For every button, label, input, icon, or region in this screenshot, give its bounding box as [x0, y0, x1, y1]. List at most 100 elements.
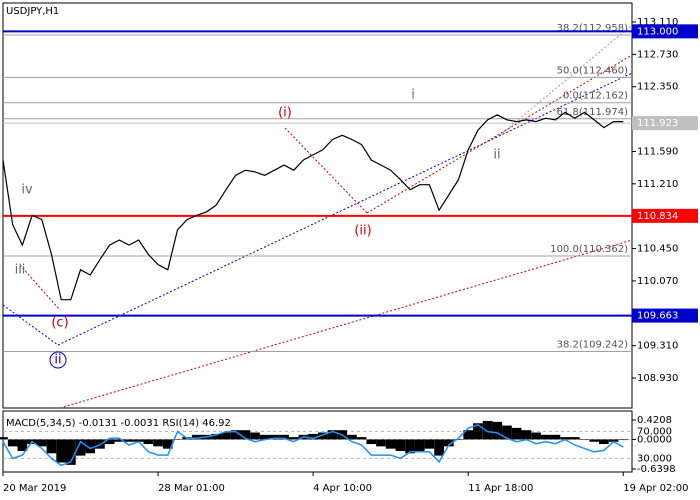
- level-label: 111.923: [637, 118, 678, 129]
- x-tick-label: 11 Apr 18:00: [468, 483, 533, 494]
- y-tick-label: 108.930: [637, 373, 678, 384]
- indicator-frame: [2, 410, 633, 473]
- y-tick-label: 112.730: [637, 49, 678, 60]
- y2-tick-label: 70.000: [637, 427, 672, 438]
- wave-label: ii: [493, 148, 500, 163]
- macd-bar: [492, 421, 503, 440]
- macd-bar: [395, 439, 406, 451]
- macd-bar: [569, 437, 580, 440]
- indicator-title: MACD(5,34,5) -0.0131 -0.0031 RSI(14) 46.…: [6, 418, 231, 429]
- macd-bar: [308, 433, 318, 440]
- macd-bar: [434, 439, 444, 456]
- macd-bar: [279, 434, 289, 440]
- y-tick-label: 110.450: [637, 244, 678, 255]
- macd-bar: [56, 439, 66, 463]
- macd-bar: [608, 439, 619, 442]
- fib-label: 38.2(109.242): [557, 339, 629, 350]
- macd-bar: [250, 432, 260, 440]
- fib-label: 0.0(112.162): [563, 91, 628, 102]
- macd-bar: [599, 439, 609, 445]
- macd-bar: [114, 439, 125, 442]
- price-line: [2, 111, 624, 301]
- macd-bar: [502, 425, 512, 440]
- wave-label: iv: [21, 183, 33, 198]
- level-tag: [632, 308, 698, 323]
- level-tag: [632, 116, 698, 131]
- macd-bar: [521, 430, 532, 440]
- trend-line: [499, 24, 633, 136]
- macd-bar: [230, 430, 241, 440]
- macd-bar: [531, 432, 541, 440]
- macd-bar: [46, 439, 57, 454]
- x-tick-label: 28 Mar 01:00: [158, 483, 225, 494]
- macd-bar: [482, 420, 493, 440]
- macd-bar: [17, 439, 28, 451]
- macd-bar: [366, 439, 377, 445]
- y-tick-label: 112.350: [637, 82, 678, 93]
- macd-bar: [356, 437, 367, 440]
- macd-bar: [317, 432, 328, 440]
- macd-bar: [240, 430, 251, 440]
- macd-bar: [453, 439, 464, 440]
- macd-bar: [618, 439, 629, 441]
- macd-bar: [560, 437, 570, 440]
- macd-bar: [424, 439, 435, 449]
- level-label: 113.000: [637, 26, 678, 37]
- y-tick-label: 109.310: [637, 341, 678, 352]
- wave-label: iii: [15, 263, 26, 278]
- trend-line: [2, 304, 59, 346]
- macd-bar: [511, 427, 522, 440]
- trend-line: [366, 54, 633, 214]
- level-label: 109.663: [637, 311, 678, 322]
- macd-bar: [65, 439, 76, 465]
- level-label: 110.834: [637, 211, 678, 222]
- macd-bar: [540, 434, 551, 440]
- macd-bar: [473, 423, 483, 440]
- macd-bar: [376, 439, 386, 447]
- wave-label: i: [411, 88, 415, 103]
- y-tick-label: 111.590: [637, 146, 678, 157]
- macd-bar: [443, 439, 454, 447]
- wave-label: (ii): [354, 224, 371, 239]
- level-tag: [632, 208, 698, 223]
- macd-bar: [259, 434, 270, 440]
- macd-bar: [211, 433, 222, 440]
- x-tick-label: 4 Apr 10:00: [313, 483, 372, 494]
- y-tick-label: 111.210: [637, 179, 678, 190]
- macd-bar: [124, 439, 134, 442]
- macd-bar: [162, 439, 173, 449]
- macd-bar: [347, 434, 357, 440]
- macd-bar: [153, 439, 163, 447]
- wave-label: ii: [54, 353, 61, 368]
- fib-label: 61.8(111.974): [557, 107, 629, 118]
- macd-bar: [269, 434, 280, 440]
- macd-bar: [550, 434, 561, 440]
- y-tick-label: 113.110: [637, 17, 678, 28]
- macd-bar: [288, 437, 299, 440]
- macd-bar: [414, 439, 425, 451]
- fib-label: 50.0(112.460): [557, 65, 629, 76]
- wave-label: (c): [51, 316, 68, 331]
- trend-line: [59, 239, 633, 409]
- macd-bar: [385, 439, 396, 449]
- macd-bar: [221, 432, 231, 440]
- fib-label: 100.0(110.362): [550, 244, 628, 255]
- rsi-line: [2, 423, 624, 467]
- macd-bar: [0, 437, 8, 440]
- wave-label: (i): [278, 106, 292, 121]
- y-tick-label: -0.6398: [637, 464, 676, 475]
- wave-circle: [49, 351, 67, 369]
- macd-bar: [405, 439, 415, 454]
- macd-bar: [7, 439, 18, 447]
- y-tick-label: 0.0000: [637, 434, 672, 445]
- level-tag: [632, 24, 698, 39]
- macd-bar: [143, 439, 154, 445]
- y2-tick-label: 30.000: [637, 454, 672, 465]
- macd-bar: [104, 439, 115, 445]
- macd-bar: [463, 430, 474, 440]
- macd-bar: [95, 439, 105, 449]
- y-tick-label: 110.070: [637, 276, 678, 287]
